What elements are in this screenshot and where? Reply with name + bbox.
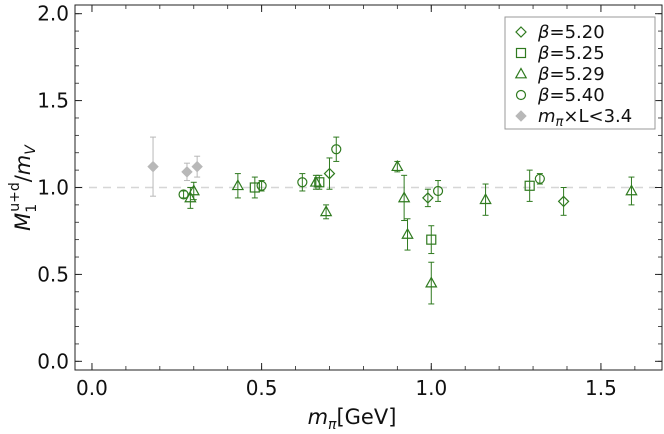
legend-label-beta-540: β=5.40: [537, 85, 605, 106]
ticks-layer: 0.0 0.5 1.0 1.5 0.0 0.5 1.0 1.5 2.0: [37, 2, 662, 400]
data-point: [187, 184, 200, 196]
data-point: [178, 189, 189, 200]
legend-symbol-circle: [515, 89, 527, 101]
legend: β=5.20 β=5.25 β=5.29 β=5.40 mπ×L<3.4: [504, 16, 656, 130]
data-point: [309, 175, 323, 187]
data-point: [256, 180, 267, 191]
data-point: [422, 192, 434, 204]
data-point: [432, 185, 444, 197]
legend-symbols: [514, 26, 528, 122]
data-point: [534, 173, 545, 184]
data-point: [397, 191, 411, 203]
x-tick-label: 1.5: [585, 376, 617, 400]
y-tick-label: 1.5: [37, 89, 69, 113]
series-circle: [178, 136, 545, 202]
legend-label-small-volume: mπ×L<3.4: [538, 106, 632, 130]
y-axis-label: M1u+d/mV: [7, 144, 40, 231]
data-point: [425, 276, 438, 288]
series-filled-diamond: [147, 136, 203, 197]
data-point: [426, 234, 437, 245]
data-point: [625, 184, 638, 196]
data-point: [191, 160, 203, 173]
x-axis-label: mπ[GeV]: [308, 405, 397, 433]
y-tick-label: 0.5: [37, 262, 69, 286]
y-tick-label: 0.0: [37, 349, 69, 373]
data-point: [401, 227, 414, 239]
y-tick-label: 1.0: [37, 176, 69, 200]
y-tick-label: 2.0: [37, 2, 69, 26]
legend-symbol-triangle: [514, 67, 528, 79]
points-layer: [147, 136, 638, 305]
legend-symbol-diamond: [515, 26, 527, 38]
series-triangle: [184, 159, 638, 305]
legend-label-beta-529: β=5.29: [537, 64, 605, 85]
x-tick-label: 0.0: [76, 376, 108, 400]
data-point: [391, 159, 404, 172]
data-point: [331, 144, 342, 155]
data-point: [181, 166, 193, 178]
data-point: [524, 180, 535, 191]
series-square: [249, 169, 535, 255]
data-point: [319, 205, 333, 217]
x-tick-label: 0.5: [246, 376, 278, 400]
series-diamond: [323, 157, 570, 216]
data-point: [231, 179, 245, 191]
data-point: [147, 160, 159, 173]
data-point: [479, 192, 492, 205]
legend-symbol-filled-diamond: [515, 110, 527, 122]
data-point: [314, 177, 325, 188]
data-point: [323, 167, 336, 180]
data-point: [297, 177, 308, 188]
legend-symbol-square: [515, 47, 527, 59]
legend-label-beta-525: β=5.25: [537, 43, 605, 64]
data-point: [249, 182, 260, 193]
legend-label-beta-520: β=5.20: [537, 22, 605, 43]
data-point: [557, 195, 570, 208]
legend-box: [504, 16, 656, 130]
x-tick-label: 1.0: [415, 376, 447, 400]
